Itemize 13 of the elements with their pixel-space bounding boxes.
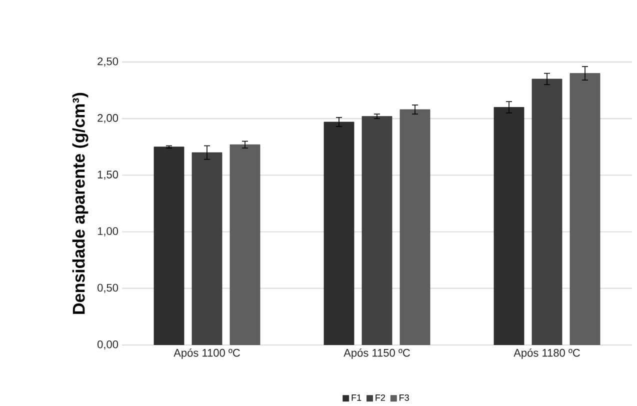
y-tick-label: 2,50: [98, 57, 118, 66]
legend-label: F2: [376, 394, 385, 401]
y-tick-label: 0,50: [98, 284, 118, 293]
x-tick-label: Após 1100 ºC: [174, 348, 240, 359]
x-tick-label: Após 1180 ºC: [514, 348, 580, 359]
y-tick-label: 1,00: [98, 227, 118, 236]
legend-label: F3: [400, 394, 409, 401]
y-tick-label: 1,50: [98, 170, 118, 180]
y-tick-label: 2,00: [98, 114, 118, 124]
x-tick-label: Após 1150 ºC: [344, 348, 410, 359]
legend-label: F1: [352, 394, 362, 401]
y-tick-label: 0,00: [98, 340, 118, 350]
y-axis-title: Densidade aparente (g/cm³): [72, 92, 88, 314]
